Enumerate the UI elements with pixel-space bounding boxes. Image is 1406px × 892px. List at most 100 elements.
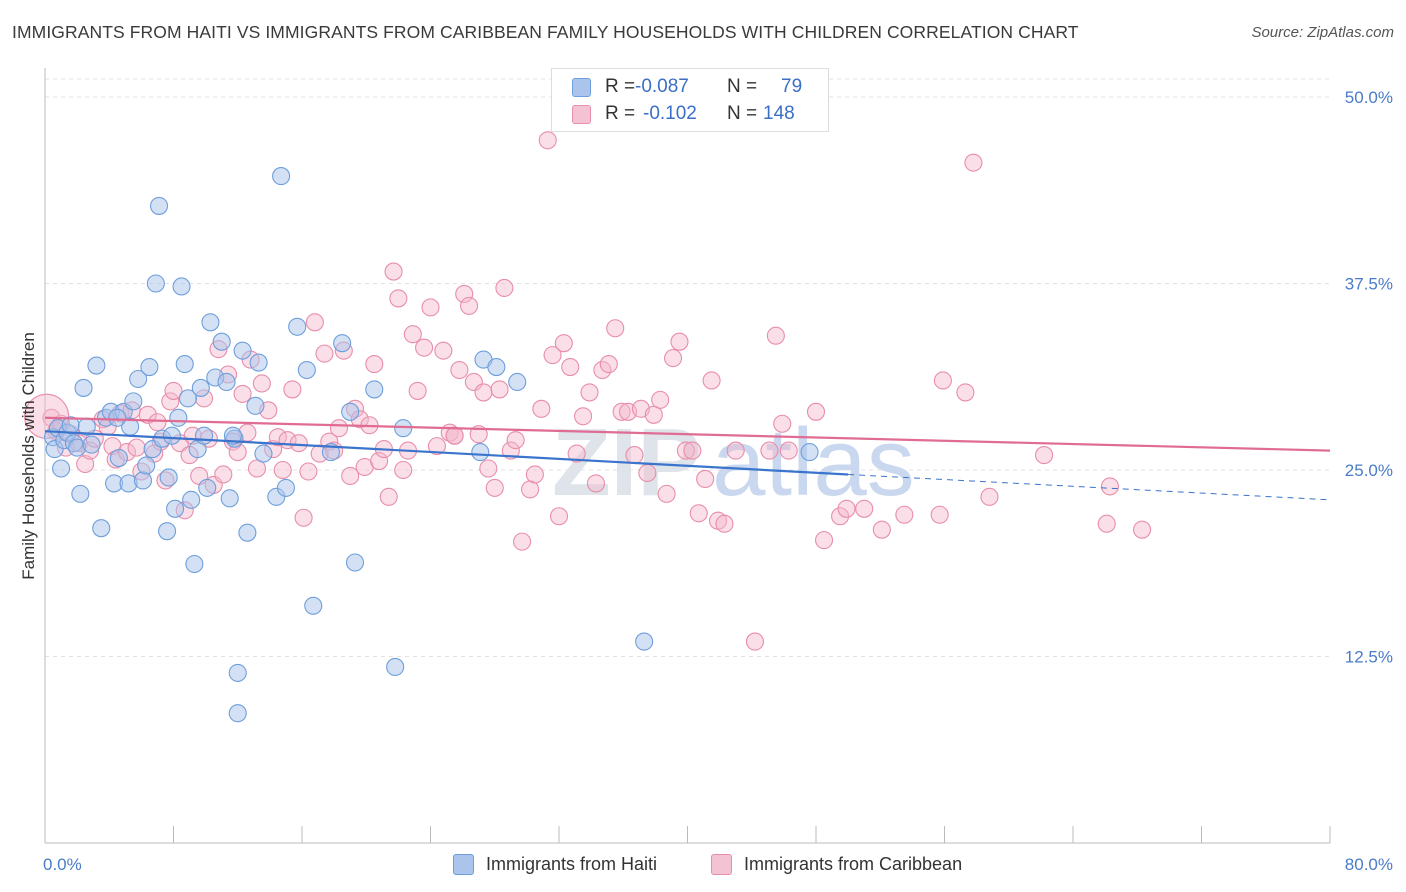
caribbean-point bbox=[814, 531, 834, 550]
haiti-point bbox=[175, 355, 194, 374]
haiti-point bbox=[471, 443, 490, 462]
haiti-point bbox=[246, 396, 265, 415]
caribbean-point bbox=[663, 349, 683, 368]
caribbean-point bbox=[599, 355, 618, 374]
haiti-point bbox=[71, 484, 90, 503]
caribbean-bottom-swatch bbox=[711, 853, 732, 875]
caribbean-point bbox=[964, 153, 983, 172]
caribbean-point bbox=[459, 296, 479, 315]
caribbean-point bbox=[837, 499, 856, 518]
caribbean-point bbox=[760, 441, 779, 460]
caribbean-point bbox=[495, 278, 514, 298]
haiti-point bbox=[82, 435, 101, 454]
caribbean-point bbox=[365, 355, 384, 374]
haiti-point bbox=[87, 356, 106, 375]
haiti-trend-line bbox=[44, 430, 849, 476]
caribbean-point bbox=[702, 371, 721, 390]
haiti-r-label: R = bbox=[605, 76, 636, 97]
haiti-r-value: -0.087 bbox=[635, 76, 689, 97]
caribbean-r-value: -0.102 bbox=[643, 103, 697, 124]
source-label: Source: ZipAtlas.com bbox=[1251, 24, 1394, 41]
caribbean-point bbox=[513, 532, 532, 551]
caribbean-point bbox=[831, 507, 850, 526]
caribbean-point bbox=[434, 341, 453, 360]
haiti-point bbox=[129, 369, 148, 389]
caribbean-point bbox=[586, 474, 605, 493]
haiti-n-value: 79 bbox=[781, 76, 803, 97]
caribbean-point bbox=[554, 334, 573, 353]
trend-lines bbox=[44, 416, 1331, 501]
caribbean-point bbox=[855, 499, 874, 518]
caribbean-point bbox=[1097, 514, 1116, 533]
haiti-point bbox=[341, 402, 360, 421]
caribbean-point bbox=[421, 298, 440, 317]
caribbean-point bbox=[651, 390, 670, 409]
haiti-point bbox=[238, 523, 257, 542]
haiti-point bbox=[182, 490, 201, 509]
haiti-point bbox=[212, 332, 231, 351]
caribbean-point bbox=[273, 460, 292, 480]
y-tick-label-0: 12.5% bbox=[1345, 648, 1393, 667]
haiti-point bbox=[333, 334, 352, 353]
caribbean-point bbox=[506, 431, 525, 450]
haiti-point bbox=[109, 449, 128, 468]
caribbean-point bbox=[164, 381, 183, 400]
haiti-point bbox=[487, 358, 506, 377]
caribbean-point bbox=[532, 399, 551, 418]
haiti-point bbox=[288, 317, 307, 336]
caribbean-point bbox=[561, 358, 580, 377]
haiti-point bbox=[800, 443, 819, 462]
y-tick-label-2: 37.5% bbox=[1345, 275, 1393, 294]
caribbean-point bbox=[305, 313, 324, 332]
caribbean-point bbox=[580, 383, 599, 402]
haiti-point bbox=[169, 408, 188, 427]
haiti-bottom-label: Immigrants from Haiti bbox=[486, 853, 658, 874]
caribbean-point bbox=[315, 344, 334, 363]
haiti-point bbox=[108, 408, 127, 427]
haiti-point bbox=[162, 426, 181, 445]
haiti-point bbox=[92, 519, 111, 538]
caribbean-point bbox=[384, 262, 403, 281]
gridlines bbox=[45, 78, 1330, 657]
caribbean-point bbox=[1100, 477, 1119, 496]
caribbean-point bbox=[895, 505, 914, 524]
haiti-point bbox=[137, 456, 156, 475]
caribbean-point bbox=[574, 407, 593, 426]
caribbean-point bbox=[683, 441, 702, 460]
haiti-point bbox=[228, 704, 247, 723]
haiti-point bbox=[158, 522, 177, 541]
caribbean-point bbox=[773, 414, 792, 433]
caribbean-point bbox=[341, 466, 360, 486]
caribbean-point bbox=[294, 508, 313, 527]
haiti-swatch bbox=[572, 77, 591, 97]
haiti-point bbox=[394, 419, 413, 438]
caribbean-point bbox=[370, 451, 389, 471]
caribbean-point bbox=[696, 469, 715, 489]
haiti-point bbox=[52, 459, 71, 478]
haiti-point bbox=[124, 392, 143, 411]
caribbean-point bbox=[745, 632, 765, 651]
haiti-point bbox=[297, 360, 316, 380]
haiti-point bbox=[223, 426, 242, 445]
x-tick-labels: 0.0% 80.0% bbox=[43, 855, 1393, 874]
caribbean-point bbox=[676, 441, 695, 460]
haiti-point bbox=[149, 196, 169, 215]
caribbean-point bbox=[479, 459, 498, 478]
legend: R = -0.087 N = 79 R = -0.102 N = 148 bbox=[551, 68, 829, 132]
caribbean-point bbox=[549, 507, 569, 526]
haiti-point bbox=[220, 489, 239, 508]
caribbean-point bbox=[445, 426, 464, 445]
haiti-point bbox=[345, 553, 365, 572]
caribbean-point bbox=[1035, 446, 1054, 465]
caribbean-point bbox=[233, 384, 252, 403]
caribbean-point bbox=[501, 441, 520, 460]
caribbean-r-label: R = bbox=[605, 103, 636, 124]
caribbean-point bbox=[956, 383, 975, 402]
caribbean-point bbox=[148, 413, 167, 432]
caribbean-point bbox=[779, 441, 798, 460]
haiti-point bbox=[185, 554, 204, 574]
haiti-point bbox=[276, 478, 295, 497]
caribbean-point bbox=[612, 402, 631, 421]
haiti-point bbox=[133, 471, 153, 490]
